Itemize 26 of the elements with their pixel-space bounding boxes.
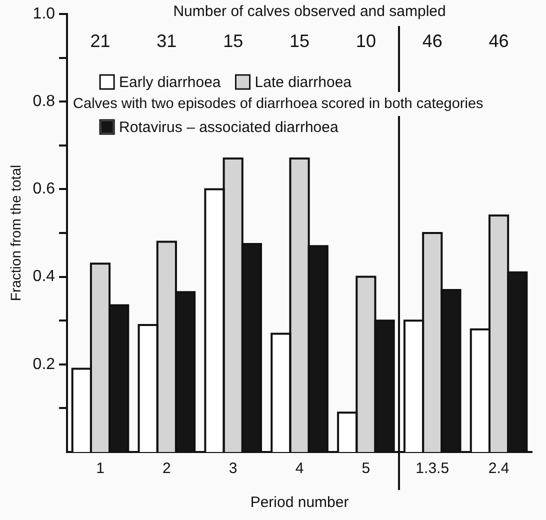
legend-label: Late diarrhoea xyxy=(254,74,352,92)
annotation: 46 xyxy=(422,30,442,51)
x-tick-label: 2.4 xyxy=(488,460,510,478)
annotation: 15 xyxy=(223,30,244,51)
annotation: 31 xyxy=(156,30,177,51)
y-tick-label: 0.8 xyxy=(32,93,56,110)
y-axis-title: Fraction from the total xyxy=(7,164,24,302)
y-tick-label: 1.0 xyxy=(32,5,56,22)
legend-label: Rotavirus – associated diarrhoea xyxy=(119,119,339,136)
annotation: 21 xyxy=(90,30,110,51)
y-tick-label: 0.2 xyxy=(32,356,56,373)
x-axis-title: Period number xyxy=(250,494,349,512)
y-tick-label: 0.4 xyxy=(32,268,56,286)
annotation: Calves with two episodes of diarrhoea scored in both categories xyxy=(73,96,484,112)
annotation: 46 xyxy=(488,30,509,51)
annotation: 15 xyxy=(290,30,310,51)
x-tick-label: 5 xyxy=(362,460,370,478)
x-tick-label: 1 xyxy=(96,460,104,478)
x-tick-label: 2 xyxy=(162,460,171,478)
annotation: 10 xyxy=(356,30,376,51)
x-tick-label: 4 xyxy=(295,460,304,478)
x-tick-label: 3 xyxy=(228,460,238,478)
y-tick-label: 0.6 xyxy=(32,180,56,198)
legend-label: Early diarrhoea xyxy=(119,74,222,92)
x-tick-label: 1.3.5 xyxy=(416,460,450,478)
annotation: Number of calves observed and sampled xyxy=(173,3,446,20)
